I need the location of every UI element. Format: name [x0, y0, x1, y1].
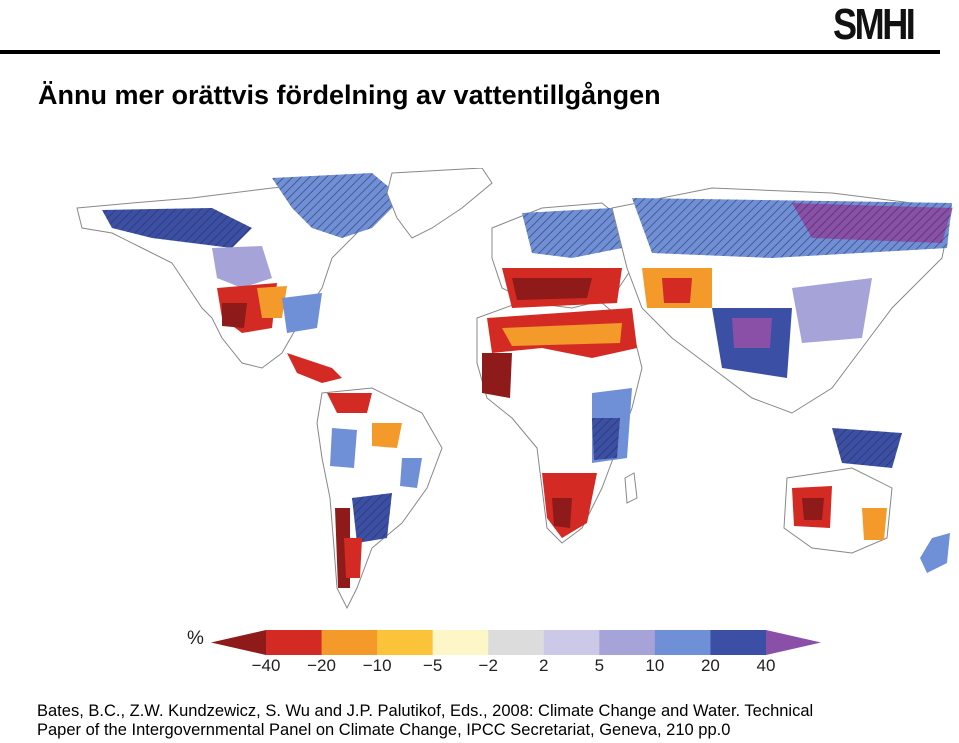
legend-swatch-4 [432, 630, 489, 655]
north-america [76, 173, 402, 383]
legend-tick-label: −5 [422, 656, 443, 675]
legend-swatch-3 [377, 630, 434, 655]
south-america [316, 387, 443, 610]
legend-swatch-0 [211, 630, 266, 655]
legend-swatch-5 [488, 630, 545, 655]
legend-swatch-7 [599, 630, 656, 655]
legend-color-bar [211, 630, 821, 655]
legend-tick-label: −2 [478, 656, 498, 675]
legend-tick-label: 10 [645, 656, 665, 675]
legend-unit: % [187, 628, 204, 649]
legend-swatch-1 [266, 630, 323, 655]
asia [611, 187, 953, 468]
legend-tick-label: 40 [756, 656, 776, 675]
legend-tick-label: 20 [700, 656, 720, 675]
legend-tick-label: 2 [539, 656, 549, 675]
africa [476, 297, 643, 544]
legend-swatch-2 [321, 630, 378, 655]
slide-title: Ännu mer orättvis fördelning av vattenti… [38, 80, 661, 110]
legend-labels: −40 −20 −10 −5 −2 2 5 10 20 40 [200, 656, 840, 680]
legend-swatch-9 [710, 630, 767, 655]
world-runoff-change-map [76, 168, 953, 610]
greenland [386, 168, 493, 239]
europe [491, 202, 633, 309]
legend-swatch-6 [543, 630, 600, 655]
legend-swatch-8 [654, 630, 711, 655]
citation-line-2: Paper of the Intergovernmental Panel on … [37, 721, 731, 739]
legend-tick-label: 5 [594, 656, 605, 675]
legend-tick-label: −10 [362, 656, 392, 675]
source-citation: Bates, B.C., Z.W. Kundzewicz, S. Wu and … [37, 702, 952, 740]
legend-swatch-10 [766, 630, 821, 655]
legend-tick-label: −40 [251, 656, 281, 675]
header-rule [0, 50, 940, 54]
legend-tick-label: −20 [307, 656, 336, 675]
smhi-logo: SMHI [833, 0, 916, 49]
australia [783, 467, 950, 573]
citation-line-1: Bates, B.C., Z.W. Kundzewicz, S. Wu and … [37, 702, 814, 720]
